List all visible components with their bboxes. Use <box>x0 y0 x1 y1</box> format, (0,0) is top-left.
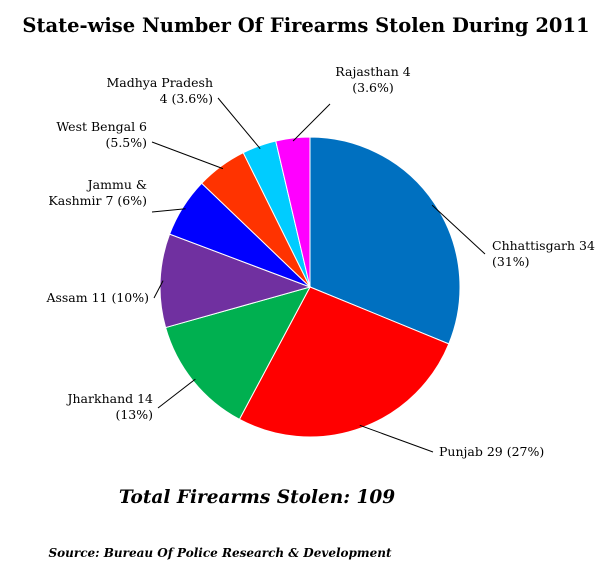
slice-label-madhya-pradesh: Madhya Pradesh 4 (3.6%) <box>107 75 214 106</box>
leader-line <box>153 280 164 299</box>
pie-slice-punjab <box>238 286 450 438</box>
pie-slices <box>159 136 461 438</box>
pie-slice-chhattisgarh <box>309 136 461 345</box>
pie-slice-rajasthan <box>275 136 311 288</box>
slice-label-rajasthan: Rajasthan 4 (3.6%) <box>335 64 410 95</box>
leader-line <box>217 97 261 150</box>
total-firearms-label: Total Firearms Stolen: 109 <box>119 487 395 508</box>
slice-label-chhattisgarh: Chhattisgarh 34 (31%) <box>492 238 595 269</box>
leader-lines <box>151 97 486 453</box>
slice-label-jharkhand: Jharkhand 14 (13%) <box>66 391 154 422</box>
slice-label-west-bengal: West Bengal 6 (5.5%) <box>56 119 147 150</box>
leader-line <box>292 103 331 142</box>
leader-line <box>431 204 486 255</box>
leader-line <box>151 141 224 170</box>
slice-label-punjab: Punjab 29 (27%) <box>439 444 544 459</box>
chart-title: State-wise Number Of Firearms Stolen Dur… <box>22 14 589 37</box>
slice-label-assam: Assam 11 (10%) <box>45 290 149 305</box>
leader-line <box>359 424 434 453</box>
leader-line <box>157 378 196 409</box>
source-label: Source: Bureau Of Police Research & Deve… <box>48 546 391 560</box>
leader-line <box>151 208 186 213</box>
slice-label-jammu-kashmir: Jammu & Kashmir 7 (6%) <box>48 177 147 208</box>
slice-labels: Chhattisgarh 34 (31%) Punjab 29 (27%) Jhark… <box>45 64 595 459</box>
pie-slice-assam <box>159 233 312 329</box>
